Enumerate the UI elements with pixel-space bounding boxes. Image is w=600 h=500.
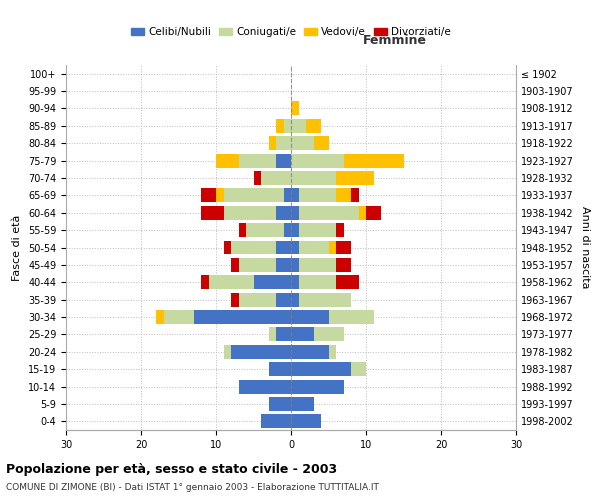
Bar — [299, 188, 336, 202]
Bar — [231, 240, 276, 254]
Bar — [269, 136, 276, 150]
Bar — [291, 171, 336, 185]
Bar — [284, 119, 291, 133]
Bar — [299, 258, 336, 272]
Bar — [284, 188, 291, 202]
Bar — [246, 223, 284, 237]
Bar — [291, 362, 351, 376]
Bar — [239, 292, 276, 306]
Bar — [231, 292, 239, 306]
Bar — [231, 258, 239, 272]
Bar — [299, 292, 351, 306]
Bar — [329, 240, 336, 254]
Bar — [284, 223, 291, 237]
Bar — [291, 240, 299, 254]
Bar — [336, 240, 351, 254]
Bar — [239, 154, 276, 168]
Bar — [223, 206, 276, 220]
Bar — [291, 328, 314, 342]
Bar — [299, 276, 336, 289]
Bar — [239, 223, 246, 237]
Bar — [291, 119, 306, 133]
Bar — [291, 206, 299, 220]
Bar — [291, 258, 299, 272]
Bar — [156, 310, 163, 324]
Y-axis label: Fasce di età: Fasce di età — [13, 214, 22, 280]
Bar — [291, 223, 299, 237]
Bar — [269, 362, 291, 376]
Bar — [216, 188, 223, 202]
Bar — [276, 136, 291, 150]
Bar — [299, 206, 359, 220]
Bar — [329, 345, 336, 358]
Bar — [223, 345, 231, 358]
Bar — [306, 119, 321, 133]
Bar — [291, 397, 314, 411]
Bar — [239, 380, 291, 394]
Bar — [254, 276, 291, 289]
Bar — [366, 206, 381, 220]
Bar — [329, 310, 373, 324]
Bar — [269, 397, 291, 411]
Bar — [223, 240, 231, 254]
Bar — [276, 258, 291, 272]
Text: COMUNE DI ZIMONE (BI) - Dati ISTAT 1° gennaio 2003 - Elaborazione TUTTITALIA.IT: COMUNE DI ZIMONE (BI) - Dati ISTAT 1° ge… — [6, 482, 379, 492]
Bar — [299, 240, 329, 254]
Bar — [276, 292, 291, 306]
Bar — [276, 206, 291, 220]
Bar — [299, 223, 336, 237]
Bar — [351, 362, 366, 376]
Bar — [231, 345, 291, 358]
Bar — [163, 310, 193, 324]
Bar — [276, 154, 291, 168]
Bar — [216, 154, 239, 168]
Bar — [336, 171, 373, 185]
Bar — [201, 188, 216, 202]
Bar — [336, 188, 351, 202]
Bar — [254, 171, 261, 185]
Bar — [291, 310, 329, 324]
Bar — [314, 136, 329, 150]
Bar — [351, 188, 359, 202]
Bar — [291, 188, 299, 202]
Bar — [343, 154, 404, 168]
Bar — [276, 328, 291, 342]
Bar — [291, 380, 343, 394]
Text: Popolazione per età, sesso e stato civile - 2003: Popolazione per età, sesso e stato civil… — [6, 462, 337, 475]
Text: Femmine: Femmine — [362, 34, 427, 47]
Bar — [291, 345, 329, 358]
Bar — [291, 102, 299, 116]
Y-axis label: Anni di nascita: Anni di nascita — [580, 206, 590, 289]
Bar — [193, 310, 291, 324]
Bar — [261, 414, 291, 428]
Bar — [201, 276, 209, 289]
Bar — [291, 414, 321, 428]
Bar — [269, 328, 276, 342]
Bar — [261, 171, 291, 185]
Bar — [336, 223, 343, 237]
Bar — [201, 206, 223, 220]
Bar — [223, 188, 284, 202]
Bar — [291, 276, 299, 289]
Bar — [276, 119, 284, 133]
Bar — [291, 154, 343, 168]
Bar — [291, 136, 314, 150]
Bar — [314, 328, 343, 342]
Bar — [336, 258, 351, 272]
Bar — [276, 240, 291, 254]
Bar — [336, 276, 359, 289]
Bar — [239, 258, 276, 272]
Bar — [291, 292, 299, 306]
Legend: Celibi/Nubili, Coniugati/e, Vedovi/e, Divorziati/e: Celibi/Nubili, Coniugati/e, Vedovi/e, Di… — [127, 23, 455, 41]
Bar — [209, 276, 254, 289]
Bar — [359, 206, 366, 220]
